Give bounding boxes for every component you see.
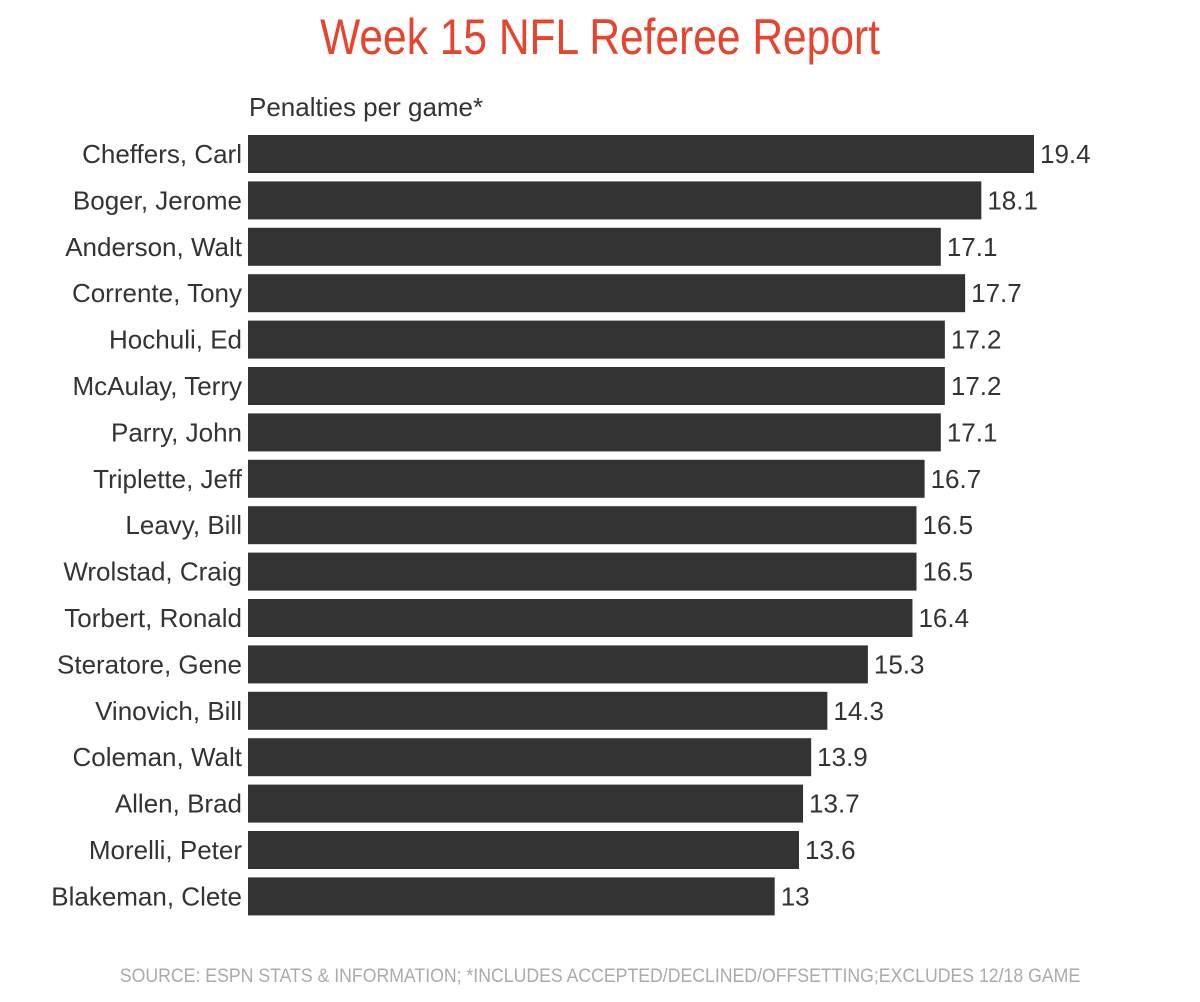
source-footer: SOURCE: ESPN STATS & INFORMATION; *INCLU… [119, 966, 1081, 987]
value-label: 17.1 [947, 417, 998, 447]
value-label: 13.7 [809, 789, 860, 819]
category-label: Morelli, Peter [89, 835, 242, 865]
bar [248, 738, 812, 777]
value-label: 19.4 [1040, 139, 1091, 169]
category-label: Hochuli, Ed [109, 325, 242, 355]
bar [248, 135, 1034, 173]
bar [248, 367, 945, 405]
category-label: Torbert, Ronald [64, 603, 242, 633]
value-label: 16.5 [923, 557, 974, 587]
category-label: Vinovich, Bill [95, 696, 242, 726]
bar [248, 552, 917, 591]
value-label: 17.2 [951, 325, 1002, 355]
value-label: 16.5 [923, 510, 974, 540]
category-label: Corrente, Tony [72, 278, 242, 308]
chart-title: Week 15 NFL Referee Report [320, 9, 880, 65]
category-label: Allen, Brad [115, 789, 242, 819]
category-label: Leavy, Bill [125, 510, 242, 540]
category-label: Blakeman, Clete [51, 881, 242, 911]
category-label: Coleman, Walt [72, 742, 242, 772]
bar-chart: Cheffers, Carl 19.4 Boger, Jerome 18.1 Ander… [51, 135, 1091, 916]
category-label: Parry, John [111, 417, 242, 447]
bar [248, 645, 868, 684]
bar [248, 831, 800, 869]
bar [248, 227, 941, 266]
category-label: Boger, Jerome [73, 185, 242, 215]
category-label: Wrolstad, Craig [63, 557, 242, 587]
category-label: Triplette, Jeff [93, 464, 243, 494]
category-label: Cheffers, Carl [82, 139, 242, 169]
value-label: 18.1 [987, 185, 1038, 215]
value-label: 13.9 [817, 742, 868, 772]
chart-subtitle: Penalties per game* [249, 92, 484, 122]
value-label: 16.4 [918, 603, 969, 633]
value-label: 13.6 [805, 835, 856, 865]
bar [248, 274, 966, 313]
bar [248, 459, 925, 498]
value-label: 16.7 [931, 464, 982, 494]
bar [248, 413, 941, 452]
value-label: 17.2 [951, 371, 1002, 401]
category-label: McAulay, Terry [72, 371, 242, 401]
value-label: 17.7 [971, 278, 1022, 308]
value-label: 13 [781, 881, 810, 911]
bar [248, 784, 804, 823]
bar [248, 599, 913, 637]
value-label: 14.3 [833, 696, 884, 726]
category-label: Anderson, Walt [65, 232, 243, 262]
category-label: Steratore, Gene [57, 649, 242, 679]
bar [248, 506, 917, 545]
bar [248, 320, 945, 359]
bar [248, 877, 775, 916]
bar [248, 691, 828, 730]
value-label: 17.1 [947, 232, 998, 262]
bar [248, 181, 982, 220]
value-label: 15.3 [874, 649, 925, 679]
